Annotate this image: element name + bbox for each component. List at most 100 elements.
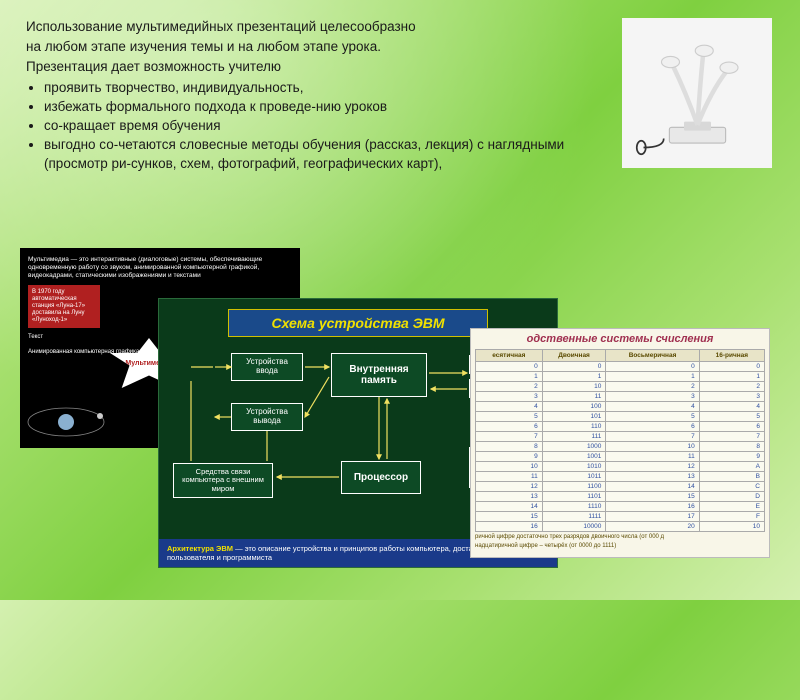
slide2-title: Схема устройства ЭВМ: [228, 309, 488, 337]
table-header: Двоичная: [542, 350, 606, 362]
table-cell: 8: [699, 442, 764, 452]
table-cell: 3: [606, 392, 699, 402]
table-cell: 14: [476, 502, 543, 512]
document-camera-image: [622, 18, 772, 168]
table-cell: 1111: [542, 512, 606, 522]
slide3-note2: надцатиричной цифре – четырёх (от 0000 д…: [475, 543, 765, 550]
table-row: 611066: [476, 422, 765, 432]
bullet-item: избежать формального подхода к проведе-н…: [44, 98, 586, 116]
table-row: 15111117F: [476, 512, 765, 522]
table-cell: 17: [606, 512, 699, 522]
node-cpu: Процессор: [341, 461, 421, 494]
number-systems-table: есятичнаяДвоичнаяВосьмеричная16-ричная 0…: [475, 349, 765, 532]
table-cell: E: [699, 502, 764, 512]
slide3-note1: ричной цифре достаточно трех разрядов дв…: [475, 534, 765, 541]
table-cell: 1101: [542, 492, 606, 502]
table-cell: 3: [476, 392, 543, 402]
table-cell: 1: [542, 372, 606, 382]
table-row: 711177: [476, 432, 765, 442]
node-ext: Средства связи компьютера с внешним миро…: [173, 463, 273, 498]
node-memory: Внутренняя память: [331, 353, 427, 397]
table-cell: 7: [476, 432, 543, 442]
table-cell: 2: [699, 382, 764, 392]
intro-line-2: на любом этапе изучения темы и на любом …: [26, 38, 586, 56]
intro-line-3: Презентация дает возможность учителю: [26, 58, 586, 76]
table-cell: 15: [476, 512, 543, 522]
table-cell: 1100: [542, 482, 606, 492]
table-cell: 11: [476, 472, 543, 482]
table-cell: 1001: [542, 452, 606, 462]
table-cell: 110: [542, 422, 606, 432]
table-row: 1111: [476, 372, 765, 382]
table-row: 11101113B: [476, 472, 765, 482]
slide1-top-text: Мультимедиа — это интерактивные (диалого…: [28, 256, 292, 279]
table-cell: 5: [699, 412, 764, 422]
table-cell: 10: [476, 462, 543, 472]
table-cell: 12: [476, 482, 543, 492]
table-cell: 10: [606, 442, 699, 452]
table-cell: 7: [606, 432, 699, 442]
table-cell: 1010: [542, 462, 606, 472]
table-cell: 12: [606, 462, 699, 472]
main-text-block: Использование мультимедийных презентаций…: [26, 18, 586, 174]
table-cell: 7: [699, 432, 764, 442]
table-cell: 111: [542, 432, 606, 442]
table-cell: 5: [476, 412, 543, 422]
table-cell: 1000: [542, 442, 606, 452]
table-cell: 4: [699, 402, 764, 412]
table-cell: 100: [542, 402, 606, 412]
table-cell: 6: [606, 422, 699, 432]
table-row: 21022: [476, 382, 765, 392]
slide3-title: одственные системы счисления: [475, 333, 765, 345]
bullet-item: проявить творчество, индивидуальность,: [44, 79, 586, 97]
table-row: 91001119: [476, 452, 765, 462]
table-row: 410044: [476, 402, 765, 412]
table-cell: 16: [476, 522, 543, 532]
bullet-item: со-кращает время обучения: [44, 117, 586, 135]
table-cell: 1110: [542, 502, 606, 512]
table-cell: 1: [699, 372, 764, 382]
table-cell: 4: [476, 402, 543, 412]
table-cell: 14: [606, 482, 699, 492]
table-row: 14111016E: [476, 502, 765, 512]
table-cell: 0: [606, 362, 699, 372]
table-cell: 1: [606, 372, 699, 382]
table-row: 510155: [476, 412, 765, 422]
table-cell: 2: [606, 382, 699, 392]
table-cell: 4: [606, 402, 699, 412]
node-output: Устройства вывода: [231, 403, 303, 431]
table-cell: 16: [606, 502, 699, 512]
bullet-item: выгодно со-четаются словесные методы обу…: [44, 136, 586, 172]
table-cell: 6: [476, 422, 543, 432]
table-header: есятичная: [476, 350, 543, 362]
table-cell: 0: [476, 362, 543, 372]
table-cell: 1011: [542, 472, 606, 482]
table-cell: A: [699, 462, 764, 472]
slide1-redbox: В 1970 году автоматическая станция «Луна…: [28, 285, 100, 327]
table-row: 81000108: [476, 442, 765, 452]
table-cell: 10: [542, 382, 606, 392]
table-cell: 0: [699, 362, 764, 372]
table-cell: B: [699, 472, 764, 482]
table-cell: F: [699, 512, 764, 522]
table-row: 10101012A: [476, 462, 765, 472]
table-header: Восьмеричная: [606, 350, 699, 362]
table-cell: 0: [542, 362, 606, 372]
slide1-planets-graphic: [26, 392, 146, 442]
node-input: Устройства ввода: [231, 353, 303, 381]
table-cell: 11: [606, 452, 699, 462]
table-cell: 5: [606, 412, 699, 422]
table-cell: 13: [476, 492, 543, 502]
table-cell: 10000: [542, 522, 606, 532]
bullet-list: проявить творчество, индивидуальность, и…: [26, 79, 586, 173]
table-cell: 15: [606, 492, 699, 502]
table-cell: 6: [699, 422, 764, 432]
table-cell: 20: [606, 522, 699, 532]
table-cell: 9: [476, 452, 543, 462]
table-cell: D: [699, 492, 764, 502]
table-row: 12110014C: [476, 482, 765, 492]
table-cell: 101: [542, 412, 606, 422]
table-cell: 8: [476, 442, 543, 452]
slide2-footer-term: Архитектура ЭВМ: [167, 544, 233, 553]
table-row: 0000: [476, 362, 765, 372]
